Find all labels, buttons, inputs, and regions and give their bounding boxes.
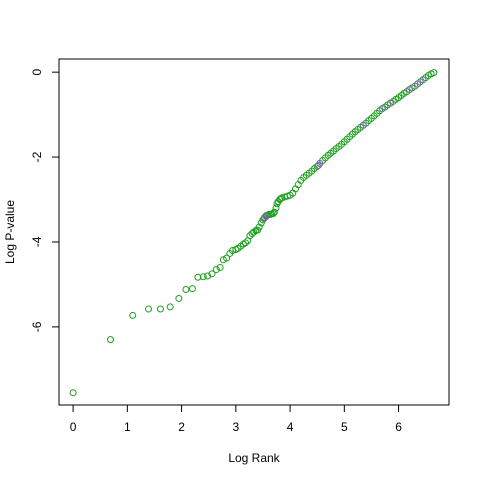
point	[194, 273, 202, 281]
point	[208, 270, 216, 278]
y-axis-label: Log P-value	[3, 200, 17, 264]
x-axis-label: Log Rank	[228, 451, 280, 465]
x-tick-label: 3	[232, 420, 239, 434]
point	[107, 336, 115, 344]
point	[188, 285, 196, 293]
point	[405, 86, 413, 94]
x-tick-label: 0	[70, 420, 77, 434]
point	[69, 389, 77, 397]
point	[316, 159, 324, 167]
point	[166, 303, 174, 311]
point	[250, 228, 258, 236]
x-tick-label: 4	[287, 420, 294, 434]
point	[242, 239, 250, 247]
x-tick-label: 6	[395, 420, 402, 434]
y-tick-label: -6	[30, 321, 44, 332]
point	[270, 208, 278, 216]
point	[182, 286, 190, 294]
y-tick-label: -2	[30, 151, 44, 162]
point	[144, 305, 152, 313]
point	[219, 256, 227, 264]
point	[175, 294, 183, 302]
point	[129, 311, 137, 319]
point	[419, 76, 427, 84]
point	[199, 273, 207, 281]
point	[378, 105, 386, 113]
point	[262, 213, 270, 221]
point	[314, 162, 322, 170]
point	[430, 69, 438, 77]
point	[414, 80, 422, 88]
point	[260, 215, 268, 223]
point	[386, 99, 394, 107]
x-tick-label: 2	[178, 420, 185, 434]
point	[272, 204, 280, 212]
point	[277, 195, 285, 203]
point	[359, 121, 367, 129]
point	[269, 210, 277, 218]
point	[223, 254, 231, 262]
point	[156, 305, 164, 313]
point	[255, 223, 263, 231]
point	[216, 263, 224, 271]
point	[212, 266, 220, 274]
plot-frame	[58, 58, 450, 406]
x-tick-label: 1	[124, 420, 131, 434]
x-tick-label: 5	[341, 420, 348, 434]
y-tick-label: 0	[30, 69, 44, 76]
point	[204, 272, 212, 280]
y-tick-label: -4	[30, 236, 44, 247]
